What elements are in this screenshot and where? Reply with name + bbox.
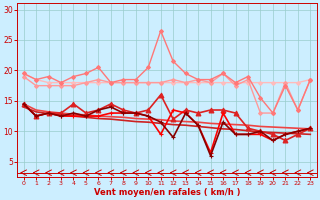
- X-axis label: Vent moyen/en rafales ( km/h ): Vent moyen/en rafales ( km/h ): [94, 188, 240, 197]
